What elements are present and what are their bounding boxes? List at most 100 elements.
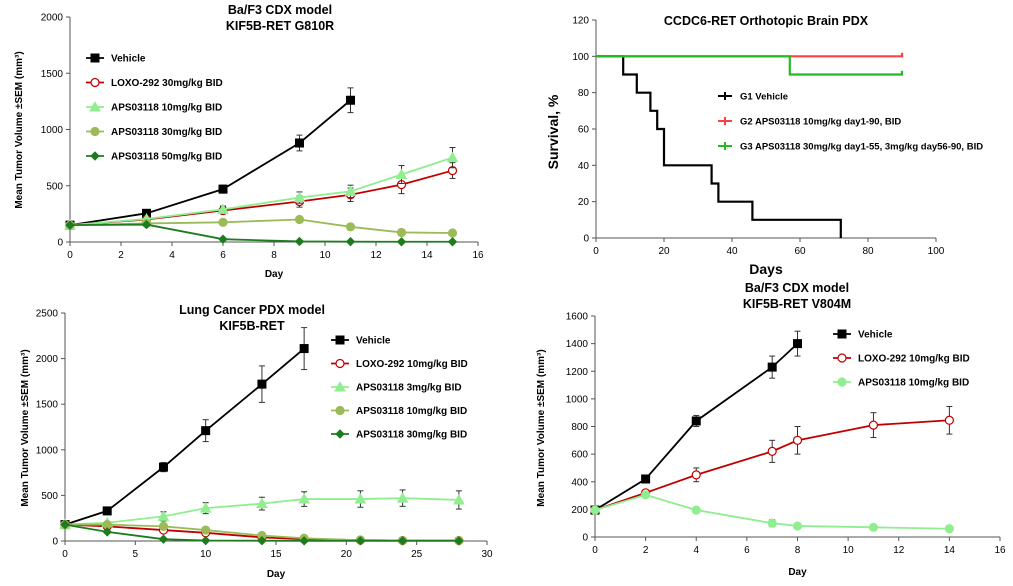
x-tick-label: 12	[370, 250, 382, 261]
x-tick-label: 6	[220, 250, 226, 261]
series-line	[69, 156, 453, 227]
legend-marker	[335, 429, 345, 439]
data-point	[346, 95, 355, 105]
data-point	[397, 536, 408, 546]
data-point	[60, 519, 70, 530]
y-tick-label: 1500	[36, 400, 59, 411]
data-point	[691, 470, 701, 480]
data-point	[446, 151, 459, 163]
y-tick-label: 500	[46, 181, 63, 192]
y-tick-label: 400	[571, 477, 588, 488]
y-tick-label: 1000	[41, 125, 64, 136]
tumor-volume-chart-lung-pdx: Lung Cancer PDX model KIF5B-RET 0 5 10 15 20 25…	[20, 303, 493, 580]
series-1	[65, 162, 458, 230]
data-point	[218, 184, 228, 194]
tumor-volume-chart-v804m: Ba/F3 CDX model KIF5B-RET V804M 0 2 4 6 8 10 12 1…	[536, 281, 1006, 578]
data-point	[158, 462, 168, 472]
series-line	[69, 223, 453, 243]
data-point	[395, 168, 408, 179]
x-tick-label: 4	[169, 250, 175, 261]
x-tick-label: 2	[118, 250, 124, 261]
data-point	[102, 506, 112, 516]
series-0	[596, 55, 842, 238]
x-tick-label: 10	[200, 549, 212, 560]
x-axis-label: Day	[788, 567, 807, 578]
y-axis-label: Survival, %	[545, 94, 561, 169]
series-line	[64, 347, 305, 526]
data-point	[793, 339, 802, 349]
data-point	[256, 497, 268, 509]
y-tick-label: 2000	[36, 354, 59, 365]
x-tick-label: 16	[472, 250, 484, 261]
x-tick-label: 12	[893, 545, 905, 556]
legend-label: APS03118 50mg/kg BID	[111, 152, 222, 163]
x-tick-label: 60	[794, 246, 806, 257]
legend-label: APS03118 30mg/kg BID	[356, 430, 467, 441]
series-3	[65, 214, 458, 238]
data-point	[355, 536, 366, 546]
data-point	[299, 344, 309, 354]
data-point	[158, 534, 169, 544]
series-2	[596, 55, 904, 76]
y-tick-label: 1000	[566, 394, 589, 405]
legend-marker	[90, 151, 100, 161]
legend-marker	[89, 100, 101, 112]
x-tick-label: 20	[658, 246, 670, 257]
chart-title: Ba/F3 CDX model	[228, 3, 332, 17]
data-point	[767, 518, 777, 528]
legend-marker	[837, 377, 847, 387]
series-4	[60, 519, 464, 546]
data-point	[218, 217, 228, 227]
legend-label: LOXO-292 10mg/kg BID	[356, 359, 468, 370]
data-point	[199, 502, 212, 513]
x-tick-label: 16	[994, 545, 1006, 556]
x-tick-label: 8	[271, 250, 277, 261]
legend-marker	[837, 329, 847, 339]
y-tick-label: 0	[57, 238, 63, 249]
data-point	[345, 236, 356, 247]
data-point	[396, 227, 407, 238]
data-point	[944, 415, 954, 425]
chart-subtitle: KIF5B-RET	[219, 319, 285, 333]
series-2	[590, 490, 954, 534]
data-point	[944, 524, 954, 534]
data-point	[218, 234, 228, 244]
legend-label: APS03118 10mg/kg BID	[858, 378, 969, 389]
legend-marker	[90, 77, 100, 88]
series-2	[59, 489, 465, 530]
data-point	[868, 522, 879, 532]
y-tick-label: 120	[572, 16, 589, 27]
x-tick-label: 40	[726, 246, 738, 257]
x-tick-label: 2	[643, 545, 649, 556]
data-point	[792, 521, 803, 531]
legend-marker	[334, 380, 346, 392]
data-point	[295, 138, 304, 148]
data-point	[767, 362, 777, 372]
y-tick-label: 0	[583, 234, 589, 245]
data-point	[345, 222, 356, 232]
chart-subtitle: KIF5B-RET G810R	[226, 19, 334, 33]
x-axis-label: Day	[267, 569, 286, 580]
data-point	[294, 214, 305, 225]
x-tick-label: 10	[843, 545, 855, 556]
data-point	[767, 446, 777, 456]
x-tick-label: 0	[592, 545, 598, 556]
y-tick-label: 500	[41, 491, 58, 502]
data-point	[102, 527, 112, 537]
data-point	[691, 416, 701, 426]
data-point	[201, 525, 211, 535]
data-point	[868, 420, 879, 430]
y-tick-label: 0	[52, 537, 58, 548]
data-point	[65, 220, 75, 230]
data-point	[396, 237, 407, 247]
y-axis-label: Mean Tumor Volume ±SEM (mm³)	[14, 51, 25, 208]
data-point	[158, 521, 169, 532]
x-tick-label: 10	[319, 250, 331, 261]
x-tick-label: 4	[693, 545, 699, 556]
x-tick-label: 14	[421, 250, 433, 261]
legend-label: G2 APS03118 10mg/kg day1-90, BID	[740, 117, 901, 128]
data-point	[200, 535, 211, 546]
data-point	[201, 426, 211, 436]
y-axis-label: Mean Tumor Volume ±SEM (mm³)	[20, 349, 31, 506]
data-point	[157, 510, 170, 521]
